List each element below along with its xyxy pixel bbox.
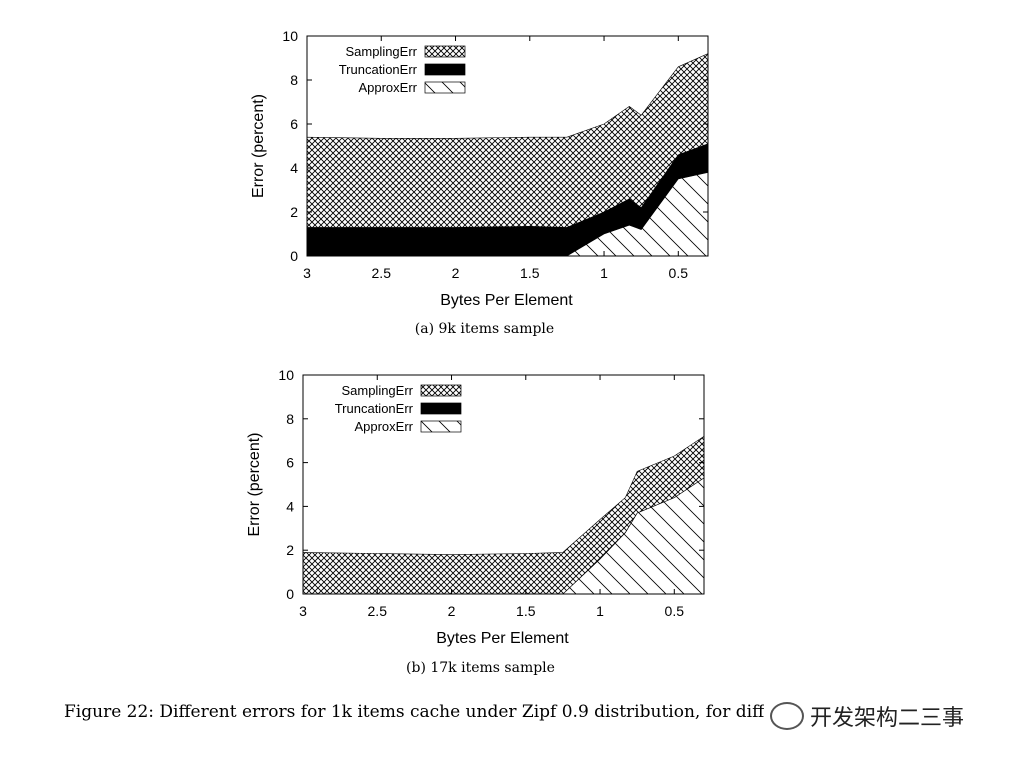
legend-label-approxerr: ApproxErr bbox=[358, 80, 417, 95]
legend-label-truncationerr: TruncationErr bbox=[335, 401, 414, 416]
y-tick-label: 8 bbox=[286, 411, 294, 427]
x-tick-label: 2.5 bbox=[372, 265, 392, 281]
y-tick-label: 10 bbox=[278, 367, 294, 383]
legend-swatch-approxerr bbox=[420, 420, 462, 433]
legend-swatch-truncationerr bbox=[420, 402, 462, 415]
watermark-text: 开发架构二三事 bbox=[810, 706, 965, 731]
y-axis-label: Error (percent) bbox=[250, 94, 267, 198]
watermark: 开发架构二三事 bbox=[770, 700, 965, 732]
y-tick-label: 6 bbox=[286, 455, 294, 471]
x-tick-label: 3 bbox=[303, 265, 311, 281]
legend-label-samplingerr: SamplingErr bbox=[345, 44, 417, 59]
legend-label-approxerr: ApproxErr bbox=[354, 419, 413, 434]
legend-label-truncationerr: TruncationErr bbox=[339, 62, 418, 77]
chart-17k-samples: 0 2 4 6 8 10 3 2.5 2 1.5 1 0.5 Bytes Per Element Erro… bbox=[246, 367, 705, 676]
legend-swatch-approxerr bbox=[424, 81, 466, 94]
legend-swatch-truncationerr bbox=[424, 63, 466, 76]
x-tick-label: 1.5 bbox=[516, 603, 536, 619]
y-tick-label: 6 bbox=[290, 116, 298, 132]
wechat-icon bbox=[770, 702, 804, 730]
x-axis-label: Bytes Per Element bbox=[436, 630, 569, 647]
x-tick-label: 0.5 bbox=[669, 265, 689, 281]
x-tick-label: 1 bbox=[596, 603, 604, 619]
y-tick-label: 2 bbox=[290, 204, 298, 220]
x-tick-label: 3 bbox=[299, 603, 307, 619]
subfigure-caption: (a) 9k items sample bbox=[415, 321, 554, 337]
x-tick-label: 1.5 bbox=[520, 265, 540, 281]
legend-label-samplingerr: SamplingErr bbox=[341, 383, 413, 398]
x-tick-label: 2 bbox=[452, 265, 460, 281]
x-tick-label: 0.5 bbox=[665, 603, 685, 619]
y-tick-label: 8 bbox=[290, 72, 298, 88]
x-tick-label: 2 bbox=[448, 603, 456, 619]
subfigure-caption: (b) 17k items sample bbox=[406, 660, 555, 676]
y-tick-label: 4 bbox=[290, 160, 298, 176]
x-axis-label: Bytes Per Element bbox=[440, 292, 573, 309]
y-tick-label: 0 bbox=[286, 586, 294, 602]
y-axis-label: Error (percent) bbox=[246, 432, 263, 536]
plot-frame bbox=[306, 35, 709, 257]
figure-caption: Figure 22: Different errors for 1k items… bbox=[64, 702, 764, 722]
y-tick-label: 2 bbox=[286, 542, 294, 558]
legend-swatch-samplingerr bbox=[420, 384, 462, 397]
plot-frame bbox=[302, 374, 705, 595]
area-truncationerr bbox=[307, 143, 708, 256]
y-tick-label: 4 bbox=[286, 498, 294, 514]
legend-swatch-samplingerr bbox=[424, 45, 466, 58]
x-tick-label: 2.5 bbox=[368, 603, 388, 619]
chart-9k-samples: 0 2 4 6 8 10 3 2.5 2 1.5 1 0.5 Bytes Per Element Erro… bbox=[250, 28, 709, 337]
y-tick-label: 10 bbox=[282, 28, 298, 44]
y-tick-label: 0 bbox=[290, 248, 298, 264]
x-tick-label: 1 bbox=[600, 265, 608, 281]
